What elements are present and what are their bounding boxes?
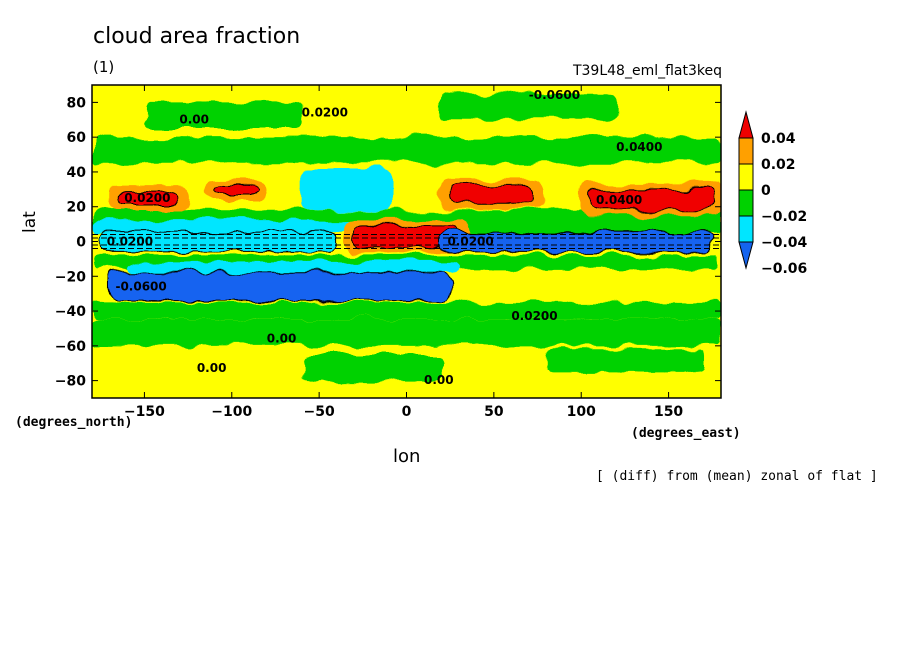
contour-fill-patch [441, 93, 617, 120]
colorbar-arrow-bottom [738, 241, 754, 270]
contour-label: 0.0200 [107, 235, 153, 249]
contour-label: 0.0200 [124, 191, 170, 205]
contour-fill-patch [92, 319, 721, 346]
contour-label: 0.0400 [616, 140, 662, 154]
contour-fill-patch [144, 102, 302, 129]
contour-fill-patch [126, 262, 459, 273]
y-axis-units: (degrees_north) [15, 415, 133, 430]
contour-label: -0.0600 [529, 88, 580, 102]
colorbar-segment [738, 137, 754, 165]
chart-title: cloud area fraction [93, 24, 301, 49]
y-tick-label: 20 [67, 200, 87, 216]
contour-label: 0.0200 [447, 235, 493, 249]
contour-region [213, 185, 259, 196]
x-tick-label: −100 [211, 404, 252, 420]
contour-fill-patch [546, 349, 704, 372]
y-tick-label: 80 [67, 95, 87, 111]
colorbar-label: 0.02 [761, 157, 796, 173]
y-tick-label: 0 [76, 235, 86, 251]
contour-label: 0.00 [179, 112, 209, 126]
contour-region [449, 185, 539, 204]
contour-fill-patch [301, 354, 442, 381]
x-tick-label: −150 [124, 404, 165, 420]
contour-region [100, 230, 338, 253]
x-tick-label: 50 [484, 404, 504, 420]
x-tick-label: −50 [304, 404, 335, 420]
colorbar-segment [738, 215, 754, 243]
colorbar-label: −0.04 [761, 235, 808, 251]
colorbar-segment [738, 163, 754, 191]
contour-region [440, 230, 713, 253]
x-tick-label: 100 [567, 404, 596, 420]
colorbar-label: −0.06 [761, 261, 807, 277]
y-tick-label: −60 [55, 339, 86, 355]
y-tick-label: 60 [67, 130, 87, 146]
colorbar-arrow-top [738, 110, 754, 139]
contour-label: 0.0400 [596, 193, 642, 207]
x-tick-label: 0 [402, 404, 412, 420]
colorbar-label: −0.02 [761, 209, 807, 225]
x-tick-label: 150 [654, 404, 683, 420]
contour-label: -0.0600 [115, 280, 166, 294]
contour-fill-patch [301, 168, 390, 211]
contour-label: 0.00 [424, 373, 454, 387]
contour-region [108, 272, 451, 302]
y-tick-label: −20 [55, 269, 86, 285]
colorbar-label: 0 [761, 183, 771, 199]
y-tick-label: −40 [55, 304, 86, 320]
contour-label: 0.00 [267, 331, 297, 345]
run-name-label: T39L48_eml_flat3keq [572, 63, 722, 79]
contour-label: 0.00 [197, 361, 227, 375]
colorbar: 0.04 0.02 0 −0.02 −0.04 −0.06 [738, 110, 808, 277]
y-tick-label: −80 [55, 374, 86, 390]
x-axis-label: lon [393, 446, 421, 467]
chart-footnote: [ (diff) from (mean) zonal of flat ] [596, 469, 878, 484]
contour-fill-patch [92, 220, 372, 232]
contour-region [117, 190, 180, 206]
chart-units-subtitle: (1) [93, 58, 115, 76]
contour-label: 0.0200 [302, 105, 348, 119]
colorbar-segment [738, 189, 754, 217]
y-tick-label: 40 [67, 165, 87, 181]
contour-label: 0.0200 [511, 309, 557, 323]
contour-fill-patch [92, 302, 721, 320]
colorbar-label: 0.04 [761, 131, 796, 147]
contour-region [589, 188, 713, 211]
plot-area: 0.0200 0.0400 -0.0600 0.0200 0.0200 0.00 0.020… [92, 85, 721, 398]
contour-fill-patch [92, 137, 721, 164]
x-axis-units: (degrees_east) [631, 426, 741, 441]
